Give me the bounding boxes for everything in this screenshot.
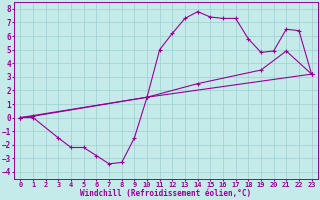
X-axis label: Windchill (Refroidissement éolien,°C): Windchill (Refroidissement éolien,°C) (80, 189, 252, 198)
